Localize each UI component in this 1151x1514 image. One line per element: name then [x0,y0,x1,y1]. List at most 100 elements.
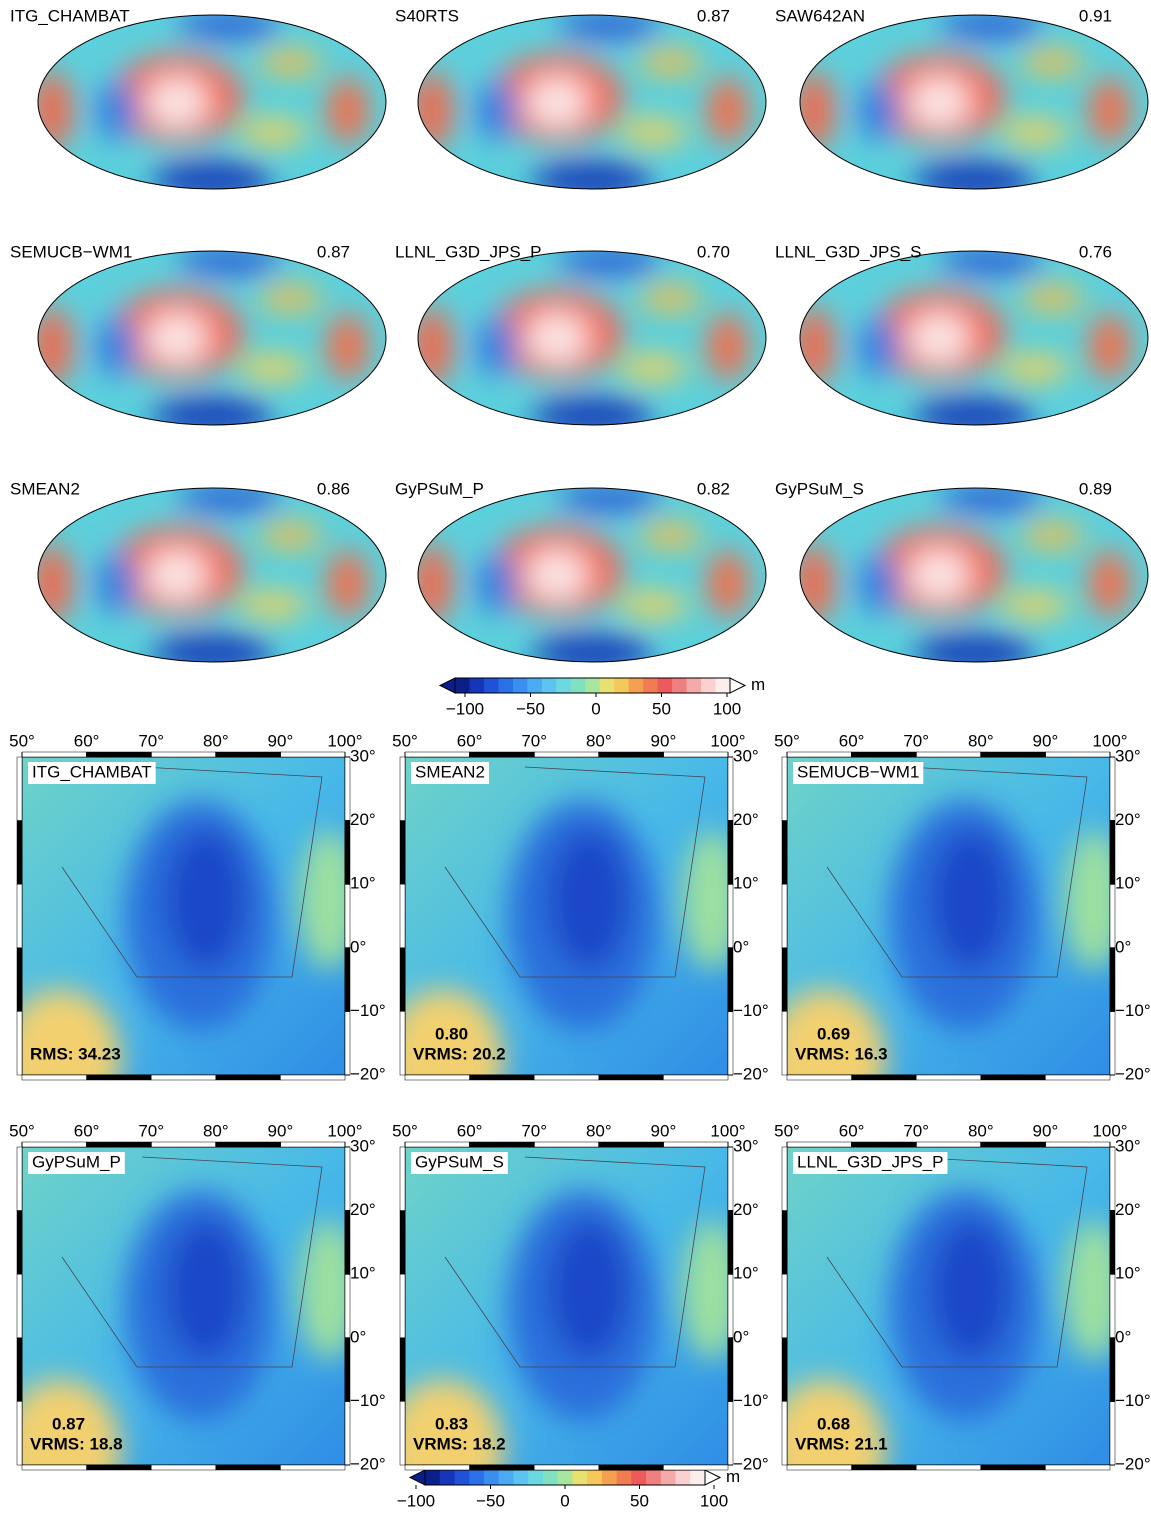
field-blob [151,634,273,662]
frame-bar [404,1074,470,1081]
colorbar-cell [585,678,601,693]
map-title: SMEAN2 [10,479,80,498]
lat-tick-label: −10° [350,1391,386,1410]
correlation: 0.86 [317,479,350,498]
name-box [28,1152,125,1174]
frame-bar [469,751,535,758]
map-field [418,15,749,189]
regional-map [22,1147,345,1465]
colorbar-cell [631,1470,647,1485]
field-blob [151,161,273,189]
field-blob [405,1379,504,1465]
frame-bar [980,1464,1046,1471]
colorbar-tick-label: 0 [591,699,600,718]
lat-tick-label: −20° [733,1454,769,1473]
field-blob [38,307,73,386]
frame-bar [16,820,23,885]
lat-tick-label: 0° [350,937,366,956]
field-blob [326,550,369,617]
map-title: GyPSuM_S [775,479,864,498]
boundary [444,766,706,978]
frame-bar [399,1273,406,1339]
colorbar-cell [570,678,586,693]
lat-tick-label: 10° [1115,1264,1141,1283]
global-map [800,251,1148,425]
colorbar-cell [657,678,673,693]
frame-bar [598,1464,664,1471]
lon-tick-label: 50° [392,1121,418,1140]
regional-map [22,757,345,1075]
colorbar-cell [483,678,499,693]
field-blob [907,75,971,129]
map-field [800,488,1131,662]
field-blob [857,553,900,615]
lon-tick-label: 60° [839,731,865,750]
lon-tick-label: 60° [457,1121,483,1140]
field-blob [418,544,453,623]
field-blob [557,251,662,276]
field-blob [787,989,886,1075]
field-blob [177,15,282,40]
map-title: ITG_CHAMBAT [10,6,130,25]
lon-tick-label: 90° [651,1121,677,1140]
lon-tick-label: 50° [774,731,800,750]
field-blob [405,989,504,1075]
colorbar-tick-label: 100 [713,699,741,718]
colorbar-cell [616,1470,632,1485]
lon-tick-label: 80° [586,1121,612,1140]
field-blob [525,75,589,129]
lat-tick-label: 20° [350,810,376,829]
frame-bar [280,1464,346,1471]
lon-tick-label: 100° [710,731,745,750]
frame-bar [781,820,788,885]
lat-tick-label: 20° [350,1200,376,1219]
frame-bar [598,1141,664,1148]
field-blob [557,15,662,40]
field-blob [681,830,728,971]
frame-bar [150,1464,217,1471]
field-blob [1088,313,1131,380]
frame-bar [786,1141,852,1148]
map-field [418,251,749,425]
lat-tick-label: 0° [733,937,749,956]
lon-tick-label: 90° [651,731,677,750]
map-outline [417,487,767,663]
lat-tick-label: 10° [733,874,759,893]
field-blob [1000,119,1070,146]
lat-tick-label: 10° [1115,874,1141,893]
map-field [418,488,749,662]
map-field [787,801,1110,1075]
lat-tick-label: 30° [350,746,376,765]
map-name: SMEAN2 [415,762,485,781]
map-field [22,1191,345,1465]
frame-bar [399,947,406,1012]
field-blob [907,548,971,602]
field-blob [931,830,1012,971]
rms: VRMS: 18.8 [30,1434,123,1453]
lat-tick-label: −20° [350,1454,386,1473]
frame-bar [215,1464,281,1471]
frame-bar [404,751,470,758]
field-blob [1088,77,1131,144]
lon-tick-label: 80° [586,731,612,750]
lat-tick-label: 0° [350,1327,366,1346]
lat-tick-label: 0° [1115,937,1131,956]
lon-tick-label: 80° [968,731,994,750]
field-blob [557,488,662,513]
lat-tick-label: 30° [733,1136,759,1155]
frame-bar [786,1074,852,1081]
field-blob [38,544,73,623]
field-blob [618,355,688,382]
field-blob [177,488,282,513]
correlation: 0.87 [317,242,350,261]
colorbar-cell [542,1470,559,1485]
frame-bar [150,751,217,758]
field-blob [298,1220,345,1361]
frame-bar [16,756,23,821]
field-blob [638,522,702,549]
global-map [38,15,386,189]
boundary [826,1156,1088,1368]
field-blob [475,553,518,615]
frame-bar [781,1210,788,1275]
